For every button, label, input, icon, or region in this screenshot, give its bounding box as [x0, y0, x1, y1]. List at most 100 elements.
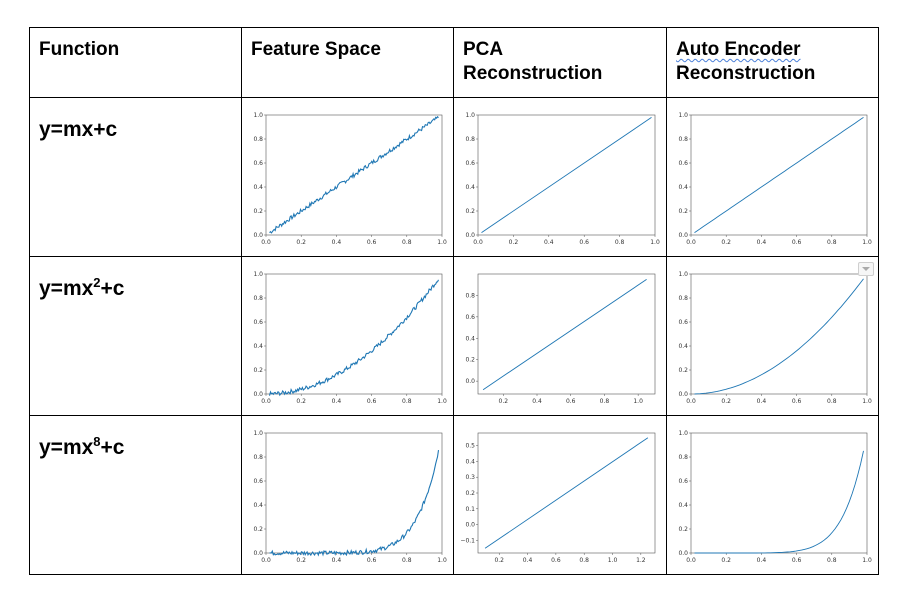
y-tick-label: 0.2: [465, 490, 475, 497]
function-cell: y=mx2+c: [29, 256, 242, 416]
function-base: y=mx: [39, 118, 94, 141]
x-tick-label: 0.6: [579, 239, 589, 246]
plot-frame: [477, 273, 656, 395]
x-tick-label: 0.2: [499, 398, 509, 405]
series-line: [268, 279, 439, 397]
y-tick-label: 0.8: [253, 295, 263, 302]
y-tick-label: 1.0: [678, 430, 688, 437]
x-tick-label: 1.0: [862, 557, 872, 564]
y-tick-label: 1.0: [253, 430, 263, 437]
plot-frame: [690, 114, 868, 236]
y-tick-label: 0.4: [678, 502, 688, 509]
y-tick-label: 1.0: [253, 112, 263, 119]
autoencoder-plot-2: 0.0 0.2 0.4 0.6 0.8 1.0 0.0 0.2 0.4 0.6 0.8 1.0: [678, 271, 872, 405]
y-tick-label: 0.6: [678, 319, 688, 326]
series-line: [269, 115, 439, 234]
y-tick-label: 0.8: [465, 136, 475, 143]
x-tick-label: 0.4: [523, 557, 533, 564]
pca-plot-3: 0.2 0.4 0.6 0.8 1.0 1.2 −0.1 0.0 0.1 0.2 0.3 0.4 0.5: [460, 432, 656, 564]
feature-space-plot-1: 0.0 0.2 0.4 0.6 0.8 1.0 0.0 0.2 0.4 0.6 0.8 1.0: [253, 112, 447, 246]
table-row: y=mx8+c 0.0 0.2 0.4 0.6 0.8 1.0 0.0 0.2 0.4 0.6 0.…: [29, 415, 879, 575]
autoencoder-plot-3: 0.0 0.2 0.4 0.6 0.8 1.0 0.0 0.2 0.4 0.6 0.8 1.0: [678, 430, 872, 564]
x-tick-label: 1.0: [862, 398, 872, 405]
y-tick-label: 0.2: [465, 208, 475, 215]
y-tick-label: 0.4: [465, 184, 475, 191]
x-tick-label: 0.8: [402, 398, 412, 405]
function-tail: +c: [100, 277, 125, 300]
x-tick-label: 0.0: [261, 398, 271, 405]
x-tick-label: 0.2: [721, 398, 731, 405]
series-line: [694, 278, 864, 395]
table-row: y=mx2+c 0.0 0.2 0.4 0.6 0.8 1.0 0.0 0.2 0.4 0.6 0.…: [29, 256, 879, 416]
y-tick-label: 0.8: [678, 454, 688, 461]
header-ae-line2: Reconstruction: [676, 63, 816, 84]
x-tick-label: 1.0: [437, 557, 447, 564]
autoencoder-plot-1: 0.0 0.2 0.4 0.6 0.8 1.0 0.0 0.2 0.4 0.6 0.8 1.0: [678, 112, 872, 246]
x-tick-label: 0.4: [757, 398, 767, 405]
x-tick-label: 0.4: [757, 239, 767, 246]
y-tick-label: 0.4: [678, 184, 688, 191]
header-function-label: Function: [39, 39, 120, 60]
y-tick-label: 1.0: [465, 112, 475, 119]
function-exponent: 8: [93, 434, 101, 449]
y-tick-label: 0.0: [465, 522, 475, 529]
plot-cell: 0.0 0.2 0.4 0.6 0.8 1.0 0.0 0.2 0.4 0.6 0.8 1.0: [241, 415, 454, 575]
y-tick-label: 0.4: [253, 184, 263, 191]
header-function: Function: [29, 27, 242, 98]
y-tick-label: 0.6: [678, 160, 688, 167]
plot-cell: 0.0 0.2 0.4 0.6 0.8 1.0 0.0 0.2 0.4 0.6 0.8 1.0: [666, 256, 879, 416]
x-tick-label: 1.0: [437, 239, 447, 246]
x-tick-label: 0.6: [792, 398, 802, 405]
y-tick-label: 0.2: [678, 208, 688, 215]
function-base: y=mx: [39, 277, 94, 300]
x-tick-label: 0.4: [332, 239, 342, 246]
x-tick-label: 0.0: [686, 398, 696, 405]
function-label-3: y=mx8+c: [30, 416, 241, 460]
y-tick-label: 0.6: [253, 478, 263, 485]
y-tick-label: 0.6: [253, 319, 263, 326]
x-tick-label: 0.8: [827, 398, 837, 405]
x-tick-label: 0.6: [566, 398, 576, 405]
plot-cell: 0.0 0.2 0.4 0.6 0.8 1.0 0.0 0.2 0.4 0.6 0.8 1.0: [666, 415, 879, 575]
plot-cell: 0.0 0.2 0.4 0.6 0.8 1.0 0.0 0.2 0.4 0.6 0.8 1.0: [453, 97, 667, 257]
y-tick-label: 0.6: [465, 160, 475, 167]
y-tick-label: 0.4: [465, 458, 475, 465]
y-tick-label: 0.2: [253, 367, 263, 374]
x-tick-label: 0.2: [296, 239, 306, 246]
x-tick-label: 0.0: [686, 557, 696, 564]
y-tick-label: 0.2: [678, 367, 688, 374]
header-feature-space: Feature Space: [241, 27, 454, 98]
y-tick-label: 0.0: [465, 232, 475, 239]
pca-plot-1: 0.0 0.2 0.4 0.6 0.8 1.0 0.0 0.2 0.4 0.6 0.8 1.0: [465, 112, 659, 246]
y-tick-label: 0.6: [253, 160, 263, 167]
x-tick-label: 0.0: [473, 239, 483, 246]
pca-plot-2: 0.2 0.4 0.6 0.8 1.0 0.0 0.2 0.4 0.6 0.8: [465, 273, 656, 405]
y-tick-label: 0.0: [678, 550, 688, 557]
x-tick-label: 0.4: [332, 398, 342, 405]
y-tick-label: 0.0: [253, 550, 263, 557]
x-tick-label: 0.4: [544, 239, 554, 246]
series-line: [694, 117, 864, 233]
x-tick-label: 0.0: [686, 239, 696, 246]
image-options-icon[interactable]: [858, 262, 874, 276]
function-exponent: 2: [93, 275, 101, 290]
x-tick-label: 1.0: [608, 557, 618, 564]
series-line: [694, 450, 864, 554]
y-tick-label: 0.2: [678, 526, 688, 533]
header-autoencoder: Auto Encoder Reconstruction: [666, 27, 879, 98]
x-tick-label: 1.0: [862, 239, 872, 246]
x-tick-label: 0.6: [551, 557, 561, 564]
y-tick-label: 0.2: [253, 526, 263, 533]
plot-cell: 0.2 0.4 0.6 0.8 1.0 0.0 0.2 0.4 0.6 0.8: [453, 256, 667, 416]
plot-frame: [690, 432, 868, 554]
y-tick-label: 0.8: [253, 136, 263, 143]
y-tick-label: 0.4: [678, 343, 688, 350]
plot-frame: [265, 432, 443, 554]
x-tick-label: 1.0: [633, 398, 643, 405]
function-label-1: y=mx+c: [30, 98, 241, 142]
feature-space-plot-2: 0.0 0.2 0.4 0.6 0.8 1.0 0.0 0.2 0.4 0.6 0.8 1.0: [253, 271, 446, 405]
header-ae-line1: Auto Encoder: [676, 39, 801, 60]
y-tick-label: 1.0: [678, 112, 688, 119]
y-tick-label: 0.6: [465, 314, 475, 321]
x-tick-label: 0.6: [792, 557, 802, 564]
